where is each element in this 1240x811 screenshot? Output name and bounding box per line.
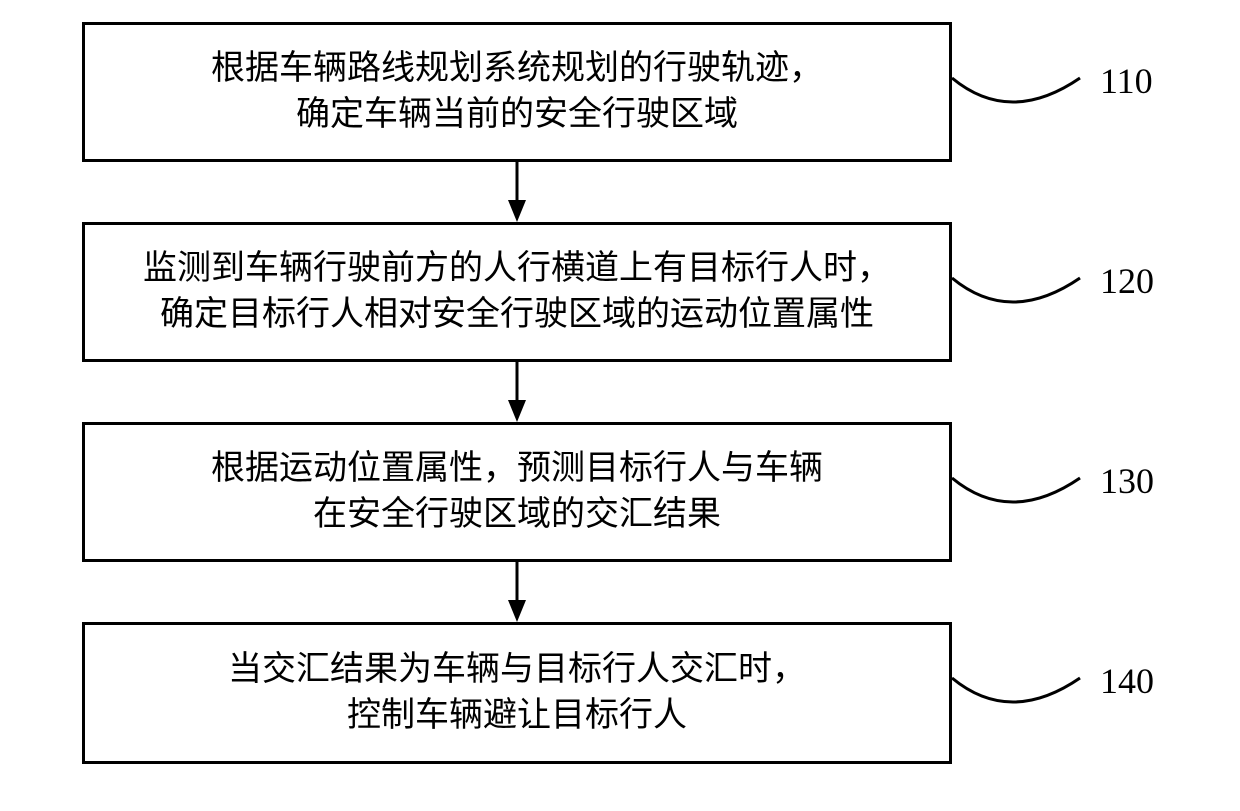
flow-arrow [0,0,1240,811]
